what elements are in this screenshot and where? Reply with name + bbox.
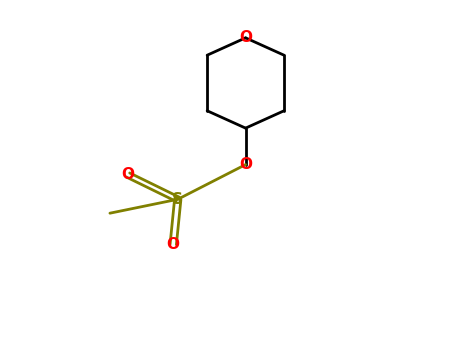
Text: S: S [172, 192, 183, 207]
Text: O: O [239, 30, 252, 46]
Text: O: O [121, 168, 135, 182]
Text: O: O [239, 157, 252, 172]
Text: O: O [167, 237, 180, 252]
